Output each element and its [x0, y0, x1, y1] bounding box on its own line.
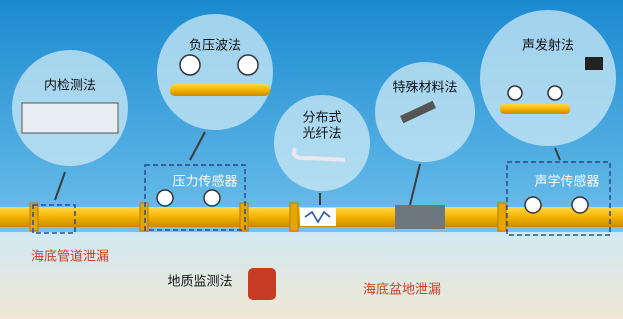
gauge [525, 197, 541, 213]
geology-label: 地质监测法 [167, 275, 232, 290]
flange [498, 203, 506, 231]
bubble-label: 光纤法 [302, 127, 341, 142]
special-material-segment [395, 205, 445, 229]
gauge [180, 55, 200, 75]
monitor [585, 57, 603, 70]
bubble-label: 特殊材料法 [392, 81, 457, 96]
gauge [157, 190, 173, 206]
leak-label: 海底管道泄漏 [31, 249, 109, 265]
flange [140, 203, 148, 231]
mini-pipe [170, 84, 270, 96]
mini-pipe [500, 104, 570, 114]
bubble-label: 内检测法 [44, 78, 96, 94]
bubble [274, 95, 370, 191]
flange [290, 203, 298, 231]
gauge [548, 86, 562, 100]
pig-tool [22, 103, 118, 133]
flange [240, 203, 248, 231]
bubble-label: 声发射法 [522, 38, 574, 54]
geology-device [248, 268, 276, 300]
bubble-label: 分布式 [302, 111, 341, 126]
sensor-label: 声学传感器 [534, 174, 599, 190]
bubble [480, 10, 616, 146]
flange [30, 203, 38, 231]
sensor-label: 压力传感器 [172, 174, 237, 190]
gauge [238, 55, 258, 75]
gauge [508, 86, 522, 100]
diagram: 内检测法 负压波法 分布式 光纤法 特殊材料法 声发射法 压力传感器 声学传感器… [0, 0, 623, 319]
bubble-label: 负压波法 [189, 39, 241, 54]
gauge [204, 190, 220, 206]
seabed [0, 232, 623, 319]
gauge [572, 197, 588, 213]
leak-label: 海底盆地泄漏 [363, 282, 441, 298]
